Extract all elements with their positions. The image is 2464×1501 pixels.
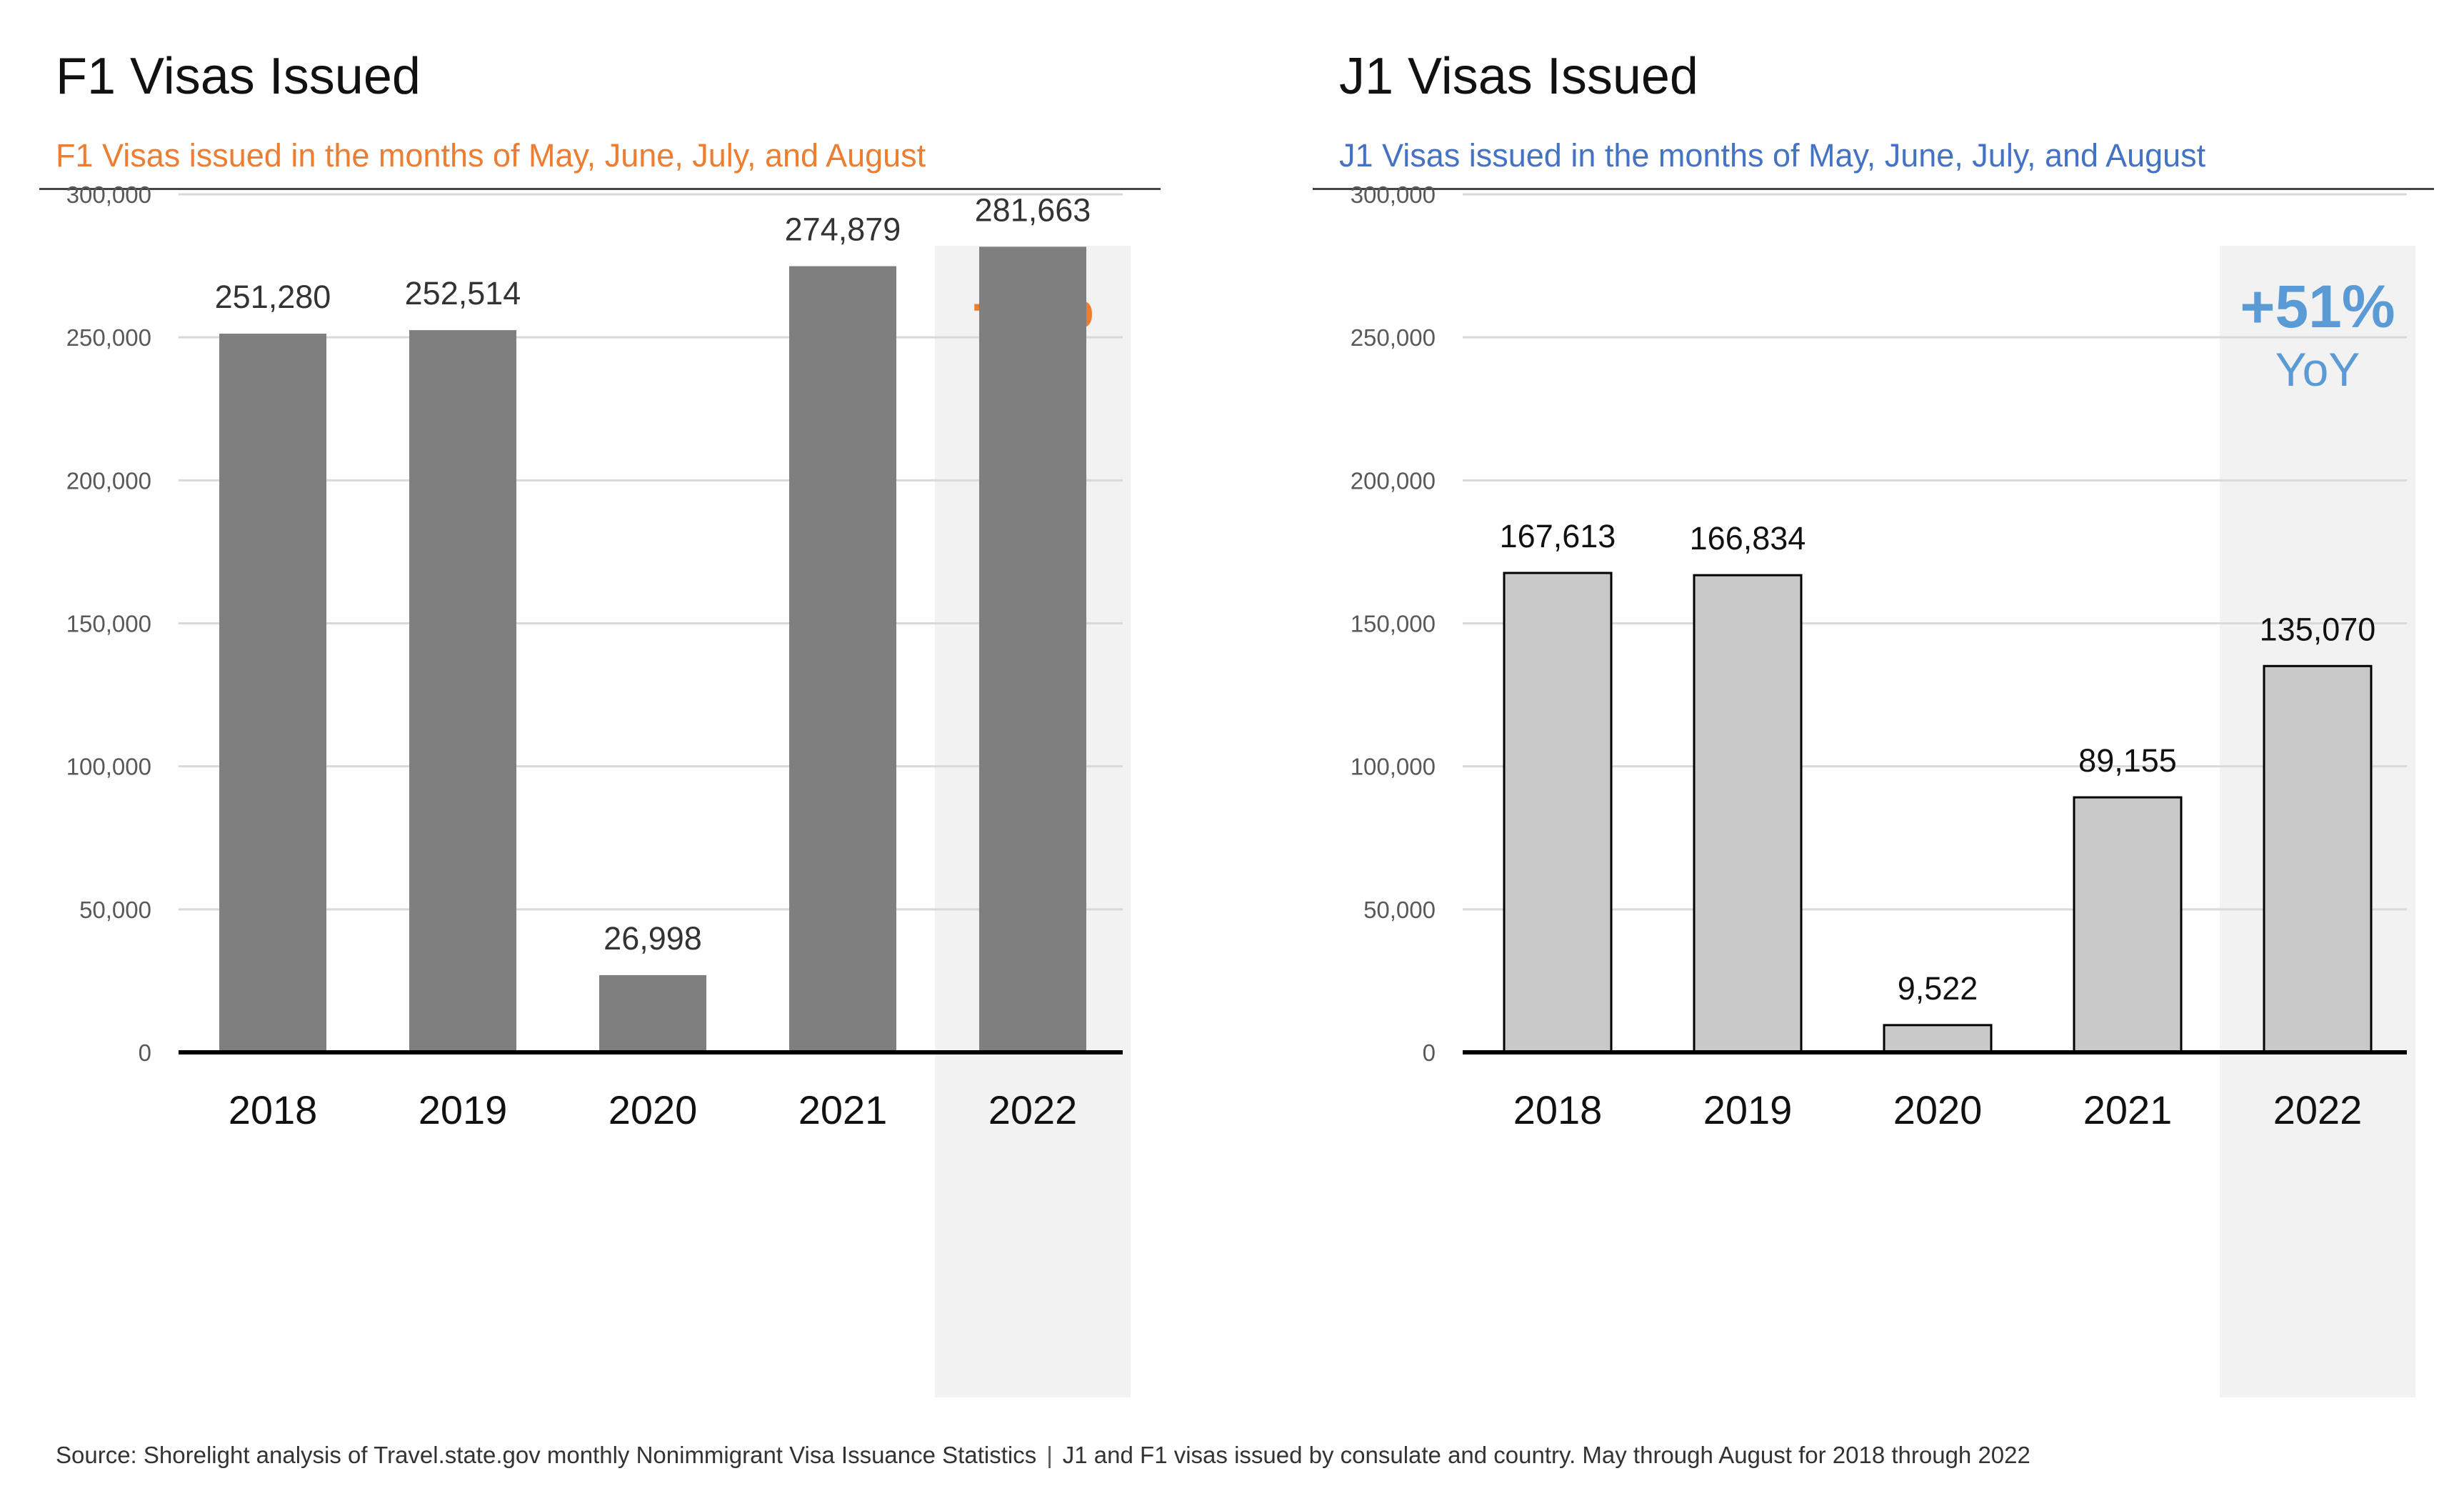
j1-x-tick-label: 2021 [2083,1087,2173,1132]
f1-header-rule [39,188,1161,190]
f1-bar-2020 [599,974,706,1052]
j1-bar-2018 [1503,572,1613,1054]
f1-x-tick-label: 2020 [609,1087,698,1132]
j1-y-tick-label: 100,000 [1351,754,1436,780]
j1-bar-2020 [1883,1024,1993,1054]
f1-data-label: 274,879 [785,211,901,248]
j1-y-tick-label: 200,000 [1351,467,1436,494]
f1-chart-title: F1 Visas Issued [56,48,421,105]
source-detail-text: J1 and F1 visas issued by consulate and … [1062,1442,2030,1468]
source-separator: | [1046,1442,1053,1468]
j1-bar-2021 [2073,796,2183,1054]
j1-bar-2022 [2263,664,2373,1054]
j1-y-tick-label: 300,000 [1351,181,1436,208]
f1-data-label: 281,663 [975,191,1091,228]
j1-data-label: 9,522 [1898,970,1978,1007]
j1-data-label: 167,613 [1500,518,1616,554]
source-note: Source: Shorelight analysis of Travel.st… [56,1442,2030,1469]
j1-data-label: 89,155 [2078,742,2177,779]
j1-chart-title: J1 Visas Issued [1339,48,1698,105]
j1-y-tick-label: 150,000 [1351,611,1436,637]
f1-y-tick-label: 250,000 [66,324,151,351]
f1-x-tick-label: 2022 [988,1087,1078,1132]
j1-bar-2019 [1693,574,1803,1054]
f1-y-tick-label: 300,000 [66,181,151,208]
j1-x-tick-label: 2022 [2273,1087,2363,1132]
j1-y-tick-label: 250,000 [1351,324,1436,351]
f1-bar-2018 [219,334,326,1052]
f1-data-label: 251,280 [215,279,331,315]
f1-y-tick-label: 100,000 [66,754,151,780]
f1-data-label: 26,998 [604,920,702,957]
j1-yoy-callout-label: YoY [2275,343,2360,396]
f1-bar-2022 [979,246,1086,1052]
j1-header-rule [1313,188,2434,190]
j1-x-tick-label: 2018 [1513,1087,1603,1132]
j1-y-tick-label: 0 [1423,1039,1436,1066]
f1-bar-2019 [409,330,516,1052]
j1-bar-chart: +51%YoY 0 50,000 100,000 150,000 200,000 250,0… [1351,181,2415,1397]
j1-chart-subtitle: J1 Visas issued in the months of May, Ju… [1339,137,2206,174]
j1-x-tick-label: 2020 [1893,1087,1983,1132]
j1-data-label: 166,834 [1690,520,1806,557]
source-text: Source: Shorelight analysis of Travel.st… [56,1442,1037,1468]
j1-x-tick-label: 2019 [1703,1087,1793,1132]
j1-yoy-callout-value: +51% [2240,273,2395,340]
f1-y-tick-label: 200,000 [66,467,151,494]
j1-y-tick-label: 50,000 [1363,897,1436,923]
f1-x-tick-label: 2019 [419,1087,508,1132]
f1-data-label: 252,514 [405,275,521,311]
f1-bar-2021 [789,266,896,1052]
f1-y-tick-label: 50,000 [79,897,151,923]
f1-x-tick-label: 2021 [798,1087,888,1132]
f1-y-tick-label: 150,000 [66,611,151,637]
f1-chart-subtitle: F1 Visas issued in the months of May, Ju… [56,137,926,174]
f1-x-tick-label: 2018 [229,1087,318,1132]
j1-data-label: 135,070 [2260,611,2376,647]
f1-bar-chart: +2%YoY050,000100,000150,000200,000250,00… [66,181,1131,1397]
f1-y-tick-label: 0 [139,1039,151,1066]
